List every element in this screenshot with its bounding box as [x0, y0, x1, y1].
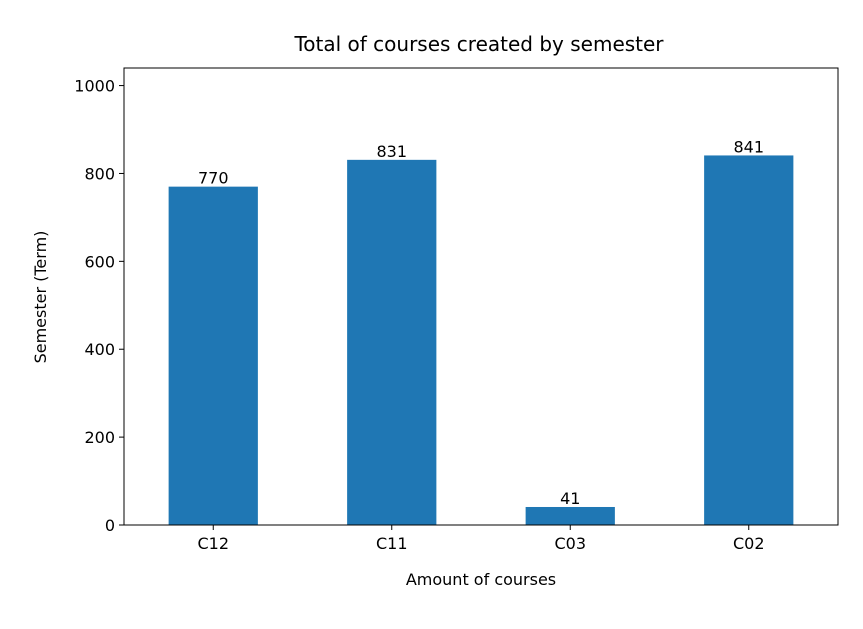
y-axis-label: Semester (Term): [31, 231, 50, 364]
bar-c12: [168, 186, 258, 525]
plot-area: 770 831 41 841: [168, 137, 794, 525]
data-label-c11: 831: [376, 142, 407, 161]
bar-c11: [347, 159, 437, 525]
y-tick-label: 800: [84, 164, 115, 183]
chart-title: Total of courses created by semester: [293, 32, 664, 56]
bar-c02: [704, 155, 794, 525]
data-label-c02: 841: [733, 137, 764, 156]
axes-frame: [123, 67, 839, 526]
x-tick-label: C02: [733, 534, 765, 553]
x-tick-label: C12: [197, 534, 229, 553]
x-axis-label: Amount of courses: [406, 570, 556, 589]
y-tick-label: 0: [105, 516, 115, 535]
x-tick-label: C11: [376, 534, 408, 553]
x-axis: C12 C11 C03 C02: [197, 525, 765, 553]
data-label-c03: 41: [560, 489, 580, 508]
data-label-c12: 770: [198, 169, 229, 188]
x-tick-label: C03: [554, 534, 586, 553]
y-tick-label: 200: [84, 428, 115, 447]
y-tick-label: 1000: [74, 77, 115, 96]
y-axis: 0 200 400 600 800 1000: [74, 77, 124, 535]
y-tick-label: 400: [84, 340, 115, 359]
y-tick-label: 600: [84, 252, 115, 271]
bar-c03: [525, 506, 615, 525]
